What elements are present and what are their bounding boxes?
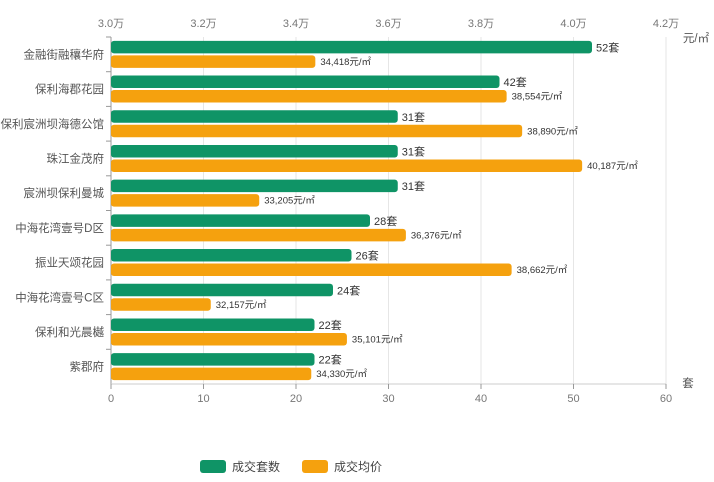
bar-count-label-9: 22套: [319, 354, 342, 367]
bar-count-label-0: 52套: [596, 41, 619, 54]
x-bottom-tick-label-6: 60: [660, 393, 672, 405]
legend-item-price[interactable]: 成交均价: [302, 458, 382, 475]
x-top-tick-label-3: 3.6万: [375, 18, 401, 30]
category-label-7: 中海花湾壹号C区: [15, 290, 104, 304]
x-bottom-tick-label-5: 50: [567, 393, 579, 405]
x-top-tick-label-1: 3.2万: [190, 18, 216, 30]
x-bottom-tick-label-1: 10: [197, 393, 209, 405]
bar-price-5: [111, 228, 406, 242]
bar-price-6: [111, 263, 512, 277]
bar-price-4: [111, 194, 260, 207]
x-bottom-unit: 套: [682, 377, 694, 390]
x-top-tick-label-5: 4.0万: [560, 18, 586, 30]
bar-price-label-2: 38,890元/㎡: [527, 126, 578, 137]
bar-price-1: [111, 90, 507, 103]
bar-count-6: [111, 249, 352, 262]
bar-count-2: [111, 110, 398, 123]
bar-price-8: [111, 332, 347, 346]
x-bottom-tick-label-3: 30: [382, 393, 394, 405]
category-label-8: 保利和光晨樾: [35, 325, 104, 339]
bar-count-label-4: 31套: [402, 180, 425, 193]
x-bottom-tick-label-2: 20: [290, 393, 302, 405]
bar-price-2: [111, 124, 523, 138]
bar-price-9: [111, 367, 312, 381]
bar-count-label-7: 24套: [337, 284, 360, 297]
bar-price-label-5: 36,376元/㎡: [411, 230, 462, 241]
bar-price-3: [111, 159, 583, 172]
bar-price-label-9: 34,330元/㎡: [316, 369, 367, 380]
x-bottom-tick-label-0: 0: [108, 393, 114, 405]
bar-count-label-1: 42套: [504, 76, 527, 89]
legend-swatch-price: [302, 460, 329, 473]
bar-count-3: [111, 144, 398, 158]
bar-count-4: [111, 179, 398, 193]
legend-label-price: 成交均价: [334, 460, 383, 474]
bar-count-9: [111, 353, 315, 366]
legend-label-count: 成交套数: [232, 460, 281, 474]
legend: 成交套数 成交均价: [200, 458, 382, 475]
bar-price-0: [111, 55, 316, 68]
bar-count-label-8: 22套: [319, 319, 342, 332]
bar-price-7: [111, 298, 211, 311]
legend-swatch-count: [200, 460, 226, 473]
x-bottom-tick-label-4: 40: [475, 393, 487, 405]
bar-price-label-8: 35,101元/㎡: [352, 334, 403, 345]
bar-count-label-5: 28套: [374, 215, 397, 228]
category-label-2: 保利宸洲坝海德公馆: [1, 117, 105, 131]
category-label-3: 珠江金茂府: [47, 151, 105, 165]
bar-price-label-4: 33,205元/㎡: [264, 196, 315, 207]
bar-price-label-3: 40,187元/㎡: [587, 161, 638, 172]
bar-count-8: [111, 318, 315, 331]
bar-count-label-2: 31套: [402, 111, 425, 124]
bar-price-label-6: 38,662元/㎡: [517, 265, 568, 276]
bar-count-0: [111, 40, 592, 54]
category-label-9: 紫郡府: [70, 360, 105, 374]
x-top-tick-label-2: 3.4万: [283, 18, 309, 30]
bar-count-label-3: 31套: [402, 145, 425, 158]
category-label-0: 金融街融穰华府: [24, 47, 105, 61]
legend-item-count[interactable]: 成交套数: [200, 458, 280, 475]
category-label-5: 中海花湾壹号D区: [15, 221, 104, 235]
bar-count-7: [111, 283, 333, 297]
bar-count-label-6: 26套: [356, 250, 379, 263]
x-top-tick-label-0: 3.0万: [98, 18, 124, 30]
x-top-tick-label-4: 3.8万: [468, 18, 494, 30]
bar-count-1: [111, 75, 500, 89]
category-label-1: 保利海郡花园: [35, 82, 104, 96]
x-top-unit: 元/㎡: [683, 32, 710, 45]
bar-price-label-0: 34,418元/㎡: [320, 57, 371, 68]
bar-count-5: [111, 214, 370, 227]
x-top-tick-label-6: 4.2万: [653, 18, 679, 30]
category-label-4: 宸洲坝保利曼城: [24, 186, 105, 200]
bar-price-label-7: 32,157元/㎡: [216, 300, 267, 311]
bar-price-label-1: 38,554元/㎡: [512, 92, 563, 103]
category-label-6: 振业天颂花园: [35, 256, 104, 270]
